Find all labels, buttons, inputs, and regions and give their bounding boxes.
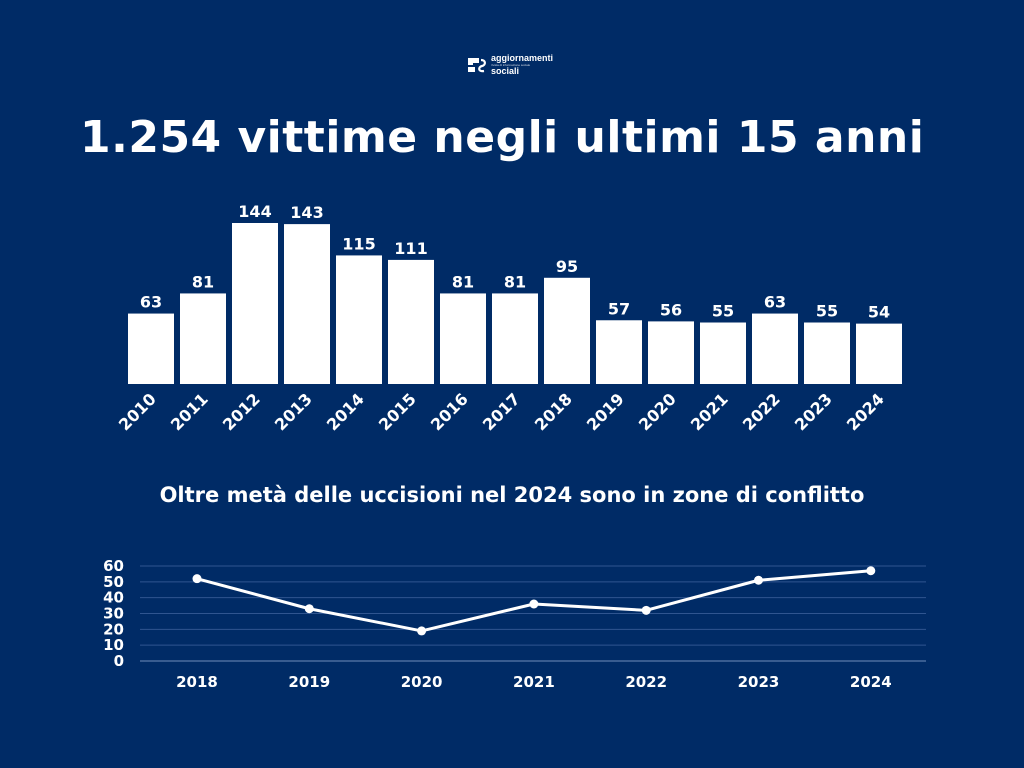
x-tick-label-2019: 2019 [288,673,330,691]
y-tick-label-0: 0 [114,652,124,670]
bar-value-label-2023: 55 [816,302,838,321]
bar-2018 [544,277,590,384]
bar-2023 [804,322,850,384]
bar-value-label-2011: 81 [192,272,214,291]
point-2024 [866,566,876,576]
bar-value-label-2021: 55 [712,302,734,321]
bar-2017 [492,293,538,384]
y-tick-label-50: 50 [103,573,124,591]
bar-2011 [180,293,226,384]
point-2021 [529,599,539,609]
brand-tagline: rivista di informazione sociale [491,63,531,67]
bar-2020 [648,321,694,384]
bar-2010 [128,313,174,384]
bar-value-label-2022: 63 [764,293,786,312]
bar-value-label-2018: 95 [556,257,578,276]
bar-2019 [596,320,642,384]
brand-name-line2: sociali [491,66,520,76]
bar-2013 [284,224,330,384]
point-2019 [304,604,314,614]
x-tick-label-2020: 2020 [401,673,443,691]
line-chart-title: Oltre metà delle uccisioni nel 2024 sono… [159,483,865,507]
bar-2015 [388,259,434,384]
bar-2012 [232,223,278,384]
brand-logo: aggiornamenti rivista di informazione so… [467,54,553,76]
bar-value-label-2016: 81 [452,272,474,291]
x-tick-label-2023: 2023 [738,673,780,691]
bar-2021 [700,322,746,384]
bar-2022 [752,313,798,384]
bar-value-label-2013: 143 [290,203,323,222]
bar-value-label-2017: 81 [504,272,526,291]
bar-2014 [336,255,382,384]
point-2018 [192,574,202,584]
brand-name: aggiornamenti rivista di informazione so… [491,54,553,76]
x-tick-label-2018: 2018 [176,673,218,691]
brand-name-line1: aggiornamenti [491,53,554,63]
bar-2016 [440,293,486,384]
bar-value-label-2020: 56 [660,300,682,319]
point-2022 [641,605,651,615]
bar-value-label-2014: 115 [342,234,375,253]
bar-value-label-2012: 144 [238,202,271,221]
y-tick-label-40: 40 [103,589,124,607]
bar-chart-title: 1.254 vittime negli ultimi 15 anni [80,112,925,163]
y-tick-label-30: 30 [103,605,124,623]
bar-value-label-2024: 54 [868,303,890,322]
bar-value-label-2019: 57 [608,299,630,318]
x-tick-label-2024: 2024 [850,673,892,691]
x-tick-label-2021: 2021 [513,673,555,691]
aggiornamenti-sociali-logo-icon [468,58,486,73]
bar-value-label-2010: 63 [140,293,162,312]
y-tick-label-60: 60 [103,557,124,575]
y-tick-label-20: 20 [103,620,124,638]
bar-2024 [856,323,902,384]
y-tick-label-10: 10 [103,636,124,654]
point-2023 [754,575,763,585]
point-2020 [417,626,427,636]
x-tick-label-2022: 2022 [625,673,667,691]
bar-value-label-2015: 111 [394,239,427,258]
bar-chart: 6320108120111442012143201311520141112015… [115,202,902,434]
